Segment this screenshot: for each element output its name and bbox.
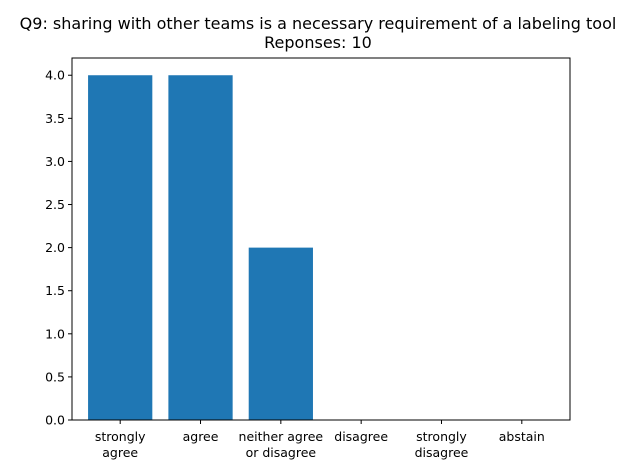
x-tick-label: disagree bbox=[334, 429, 388, 444]
y-tick-label: 1.5 bbox=[45, 283, 65, 298]
y-tick-label: 2.0 bbox=[45, 240, 65, 255]
chart-title: Q9: sharing with other teams is a necess… bbox=[20, 14, 617, 33]
y-tick-label: 1.0 bbox=[45, 326, 65, 341]
y-axis: 0.0 0.5 1.0 1.5 2.0 2.5 3.0 3.5 4.0 bbox=[45, 68, 72, 428]
plot-area: 0.00.51.01.52.02.53.03.54.0 stronglyagre… bbox=[45, 57, 571, 460]
x-tick-label: abstain bbox=[499, 429, 545, 444]
bar bbox=[88, 75, 153, 420]
x-tick-label: or disagree bbox=[246, 445, 317, 460]
y-tick-label: 0.5 bbox=[45, 369, 65, 384]
x-tick-label: agree bbox=[102, 445, 138, 460]
bar bbox=[248, 247, 313, 420]
y-tick-label: 0.0 bbox=[45, 413, 65, 428]
x-tick-label: agree bbox=[183, 429, 219, 444]
y-tick-label: 3.5 bbox=[45, 111, 65, 126]
y-tick-label: 2.5 bbox=[45, 197, 65, 212]
x-tick-label: strongly bbox=[95, 429, 146, 444]
bars-group bbox=[88, 75, 313, 420]
x-tick-label: strongly bbox=[416, 429, 467, 444]
chart-subtitle: Reponses: 10 bbox=[264, 33, 372, 52]
y-tick-label: 3.0 bbox=[45, 154, 65, 169]
plot-frame bbox=[71, 57, 571, 421]
x-tick-label: neither agree bbox=[239, 429, 324, 444]
bar bbox=[168, 75, 233, 420]
y-tick-label: 4.0 bbox=[45, 68, 65, 83]
x-tick-label: disagree bbox=[415, 445, 469, 460]
